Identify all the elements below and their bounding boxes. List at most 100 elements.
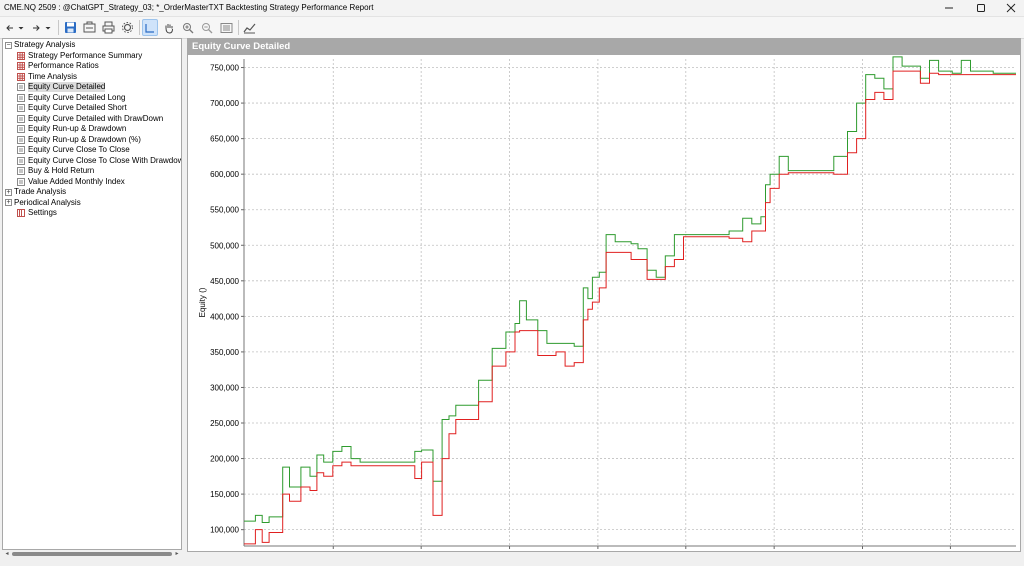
tree-item[interactable]: − Strategy Analysis [5, 40, 75, 50]
minimize-icon[interactable] [934, 0, 964, 16]
tree-item[interactable]: Settings [17, 208, 57, 218]
equity-chart[interactable]: 100,000 150,000 200,000 250,000 300,000 350,0… [188, 55, 1020, 551]
y-axis-title: Equity () [198, 287, 207, 317]
zoom-out-icon[interactable] [199, 19, 215, 36]
y-tick-label: 450,000 [210, 277, 239, 286]
tree-item-label: Equity Curve Detailed [28, 82, 106, 92]
tree-item[interactable]: Equity Curve Close To Close [17, 145, 130, 155]
tree-item[interactable]: Equity Curve Detailed with DrawDown [17, 114, 163, 124]
tree-item-label: Equity Run-up & Drawdown [28, 124, 127, 133]
forward-icon[interactable] [30, 19, 42, 36]
tree-item[interactable]: + Periodical Analysis [5, 198, 81, 208]
chart-doc-icon [17, 167, 25, 175]
tree-item[interactable]: Equity Curve Detailed Short [17, 103, 127, 113]
tree-item-label: Strategy Analysis [14, 40, 76, 49]
chart-style-icon[interactable] [241, 19, 257, 36]
series-line-equity-low [244, 70, 1016, 545]
report-tree-panel: − Strategy Analysis Strategy Performance S… [2, 38, 182, 550]
chart-doc-icon [17, 83, 25, 91]
forward-dropdown-icon[interactable] [44, 19, 52, 36]
tree-item[interactable]: Equity Curve Detailed [17, 82, 106, 92]
tree-item[interactable]: Buy & Hold Return [17, 166, 94, 176]
toolbar-separator [58, 20, 59, 35]
chart-doc-icon [17, 156, 25, 165]
tree-item[interactable]: Equity Curve Close To Close With Drawdow… [17, 155, 182, 166]
tree-item-label: Value Added Monthly Index [28, 176, 125, 186]
chart-doc-icon [17, 177, 25, 186]
expand-icon[interactable]: + [5, 199, 12, 206]
toolbar [0, 17, 1024, 39]
toolbar-separator [238, 20, 239, 35]
tree-item-label: Performance Ratios [28, 61, 99, 70]
tree-item-label: Periodical Analysis [14, 197, 81, 207]
tree-item-label: Equity Curve Close To Close With Drawdow… [28, 155, 182, 165]
y-tick-label: 650,000 [210, 135, 239, 144]
table-icon [17, 72, 25, 81]
tree-item-label: Buy & Hold Return [28, 166, 95, 175]
table-icon [17, 51, 25, 60]
tree-item-label: Equity Curve Close To Close [28, 145, 130, 154]
series-line-equity-high [244, 56, 1016, 523]
export-icon[interactable] [81, 19, 97, 36]
y-tick-label: 600,000 [210, 170, 239, 179]
tree-item[interactable]: Time Analysis [17, 72, 77, 82]
y-tick-label: 750,000 [210, 64, 239, 73]
tree-item[interactable]: Equity Curve Detailed Long [17, 93, 125, 103]
tree-item-label: Trade Analysis [14, 187, 67, 196]
print-icon[interactable] [100, 19, 116, 36]
tree-item-label: Equity Curve Detailed Long [28, 92, 126, 102]
y-tick-label: 250,000 [210, 419, 239, 428]
data-window-icon[interactable] [218, 19, 234, 36]
settings-icon[interactable] [119, 19, 135, 36]
collapse-icon[interactable]: − [5, 41, 12, 49]
tree-item-label: Strategy Performance Summary [28, 50, 143, 60]
tree-item-label: Equity Run-up & Drawdown (%) [28, 134, 141, 144]
tree-item[interactable]: Performance Ratios [17, 61, 99, 71]
title-bar: CME.NQ 2509 : @ChatGPT_Strategy_03; *_Or… [0, 0, 1024, 17]
back-dropdown-icon[interactable] [17, 19, 25, 36]
tree-horizontal-scrollbar[interactable]: ◂ ▸ [2, 550, 182, 558]
scrollbar-thumb[interactable] [12, 552, 172, 556]
save-icon[interactable] [62, 19, 78, 36]
y-tick-label: 550,000 [210, 206, 239, 215]
chart-doc-icon [17, 135, 25, 144]
chart-doc-icon [17, 125, 25, 133]
y-tick-label: 200,000 [210, 455, 239, 464]
tree-item-label: Equity Curve Detailed with DrawDown [28, 113, 164, 123]
chart-panel: Equity Curve Detailed 100,000 150,000 200,… [187, 38, 1021, 552]
tree-item[interactable]: Equity Run-up & Drawdown [17, 124, 126, 134]
y-tick-label: 350,000 [210, 348, 239, 357]
tree-item[interactable]: Equity Run-up & Drawdown (%) [17, 135, 141, 145]
tree-item[interactable]: Strategy Performance Summary [17, 51, 142, 61]
chart-doc-icon [17, 93, 25, 102]
y-tick-label: 400,000 [210, 312, 239, 321]
y-tick-label: 500,000 [210, 241, 239, 250]
select-tool-icon[interactable] [142, 19, 158, 36]
tree-item-label: Settings [28, 208, 57, 217]
status-strip [0, 558, 1024, 566]
tree-item-label: Time Analysis [28, 71, 78, 81]
maximize-icon[interactable] [966, 0, 996, 16]
table-icon [17, 62, 25, 70]
chart-doc-icon [17, 146, 25, 154]
scroll-right-icon[interactable]: ▸ [175, 551, 179, 557]
panel-header: Equity Curve Detailed [188, 39, 1020, 55]
y-tick-label: 150,000 [210, 490, 239, 499]
chart-doc-icon [17, 114, 25, 123]
back-icon[interactable] [4, 19, 16, 36]
zoom-in-icon[interactable] [180, 19, 196, 36]
y-tick-label: 100,000 [210, 526, 239, 535]
y-tick-label: 300,000 [210, 383, 239, 392]
tree-item[interactable]: + Trade Analysis [5, 187, 66, 197]
scroll-left-icon[interactable]: ◂ [5, 551, 9, 557]
toolbar-separator [139, 20, 140, 35]
chart-doc-icon [17, 104, 25, 112]
close-icon[interactable] [996, 0, 1024, 16]
expand-icon[interactable]: + [5, 188, 12, 196]
y-tick-label: 700,000 [210, 99, 239, 108]
pan-tool-icon[interactable] [161, 19, 177, 36]
window-title: CME.NQ 2509 : @ChatGPT_Strategy_03; *_Or… [4, 3, 374, 12]
tree-item-label: Equity Curve Detailed Short [28, 103, 127, 112]
settings-grid-icon [17, 209, 25, 217]
tree-item[interactable]: Value Added Monthly Index [17, 177, 125, 187]
